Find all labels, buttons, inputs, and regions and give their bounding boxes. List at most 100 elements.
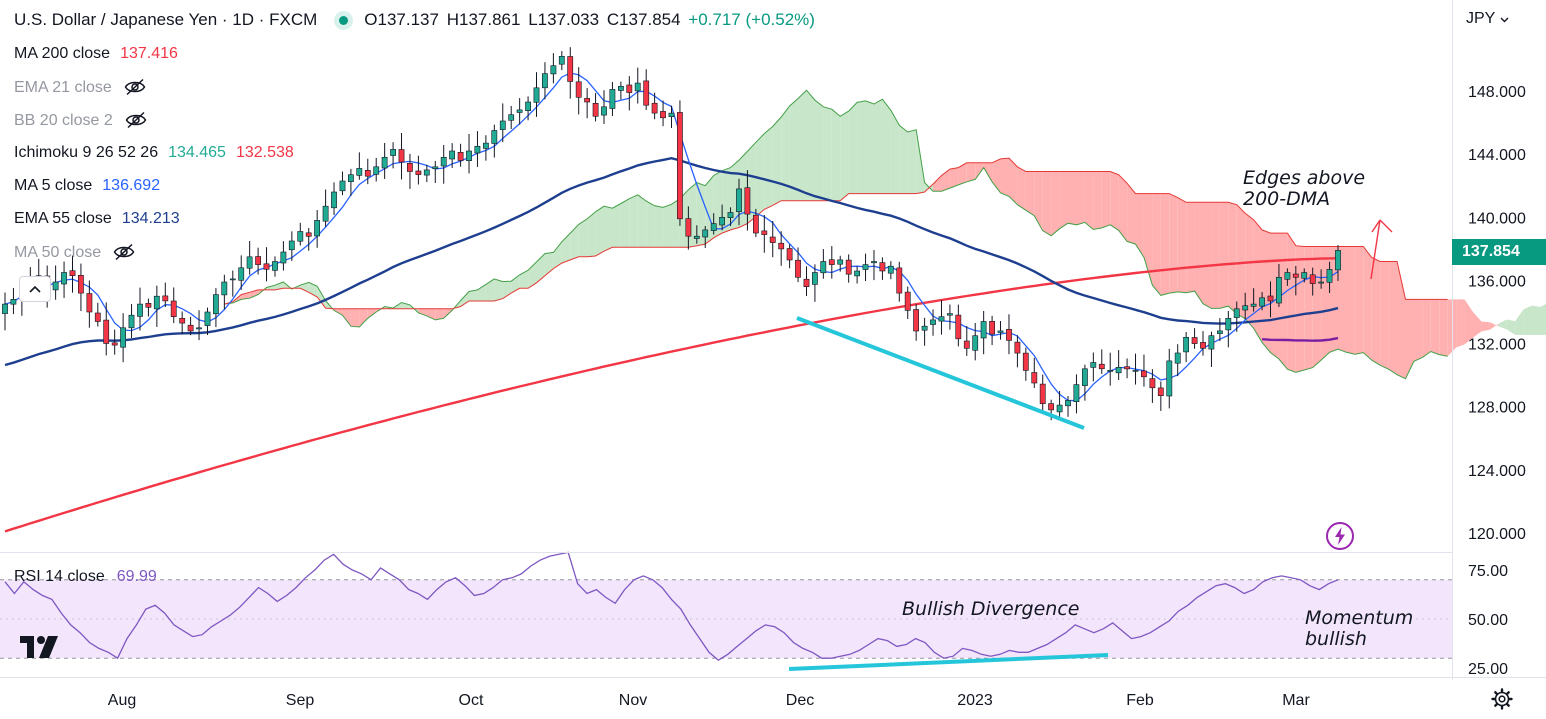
candle: [516, 109, 523, 113]
ichimoku-cloud-segment: [1371, 257, 1381, 366]
eye-off-icon[interactable]: [124, 78, 146, 101]
gear-icon[interactable]: [1491, 688, 1513, 710]
candle: [406, 163, 413, 172]
ichimoku-cloud-segment: [1169, 193, 1178, 294]
candle: [558, 55, 565, 65]
chart-header: U.S. Dollar / Japanese Yen · 1D · FXCM O1…: [14, 10, 818, 30]
ichimoku-cloud-segment: [1413, 299, 1423, 362]
ichimoku-cloud-segment: [857, 100, 866, 194]
candle: [10, 299, 17, 305]
ichimoku-cloud-segment: [1051, 171, 1060, 236]
candle: [702, 229, 709, 238]
time-tick-label: Aug: [108, 692, 136, 709]
candle: [719, 217, 725, 226]
chevron-down-icon: [1500, 17, 1509, 23]
ichimoku-cloud-segment: [1388, 261, 1398, 375]
currency-selector[interactable]: JPY: [1466, 10, 1509, 28]
rsi-legend[interactable]: RSI 14 close 69.99: [14, 568, 157, 586]
candle: [423, 169, 430, 176]
ichimoku-cloud-segment: [1481, 321, 1490, 332]
eye-off-icon[interactable]: [113, 243, 135, 266]
ichimoku-cloud-segment: [1312, 246, 1322, 368]
candle: [1301, 272, 1308, 279]
ichimoku-cloud-segment: [1110, 171, 1119, 231]
ichimoku-cloud-segment: [1278, 233, 1288, 370]
ichimoku-cloud-segment: [637, 194, 647, 248]
indicator-row[interactable]: EMA 55 close 134.213: [14, 210, 180, 228]
ichimoku-cloud-segment: [949, 167, 959, 189]
annotation-momentum: Momentum bullish: [1305, 608, 1413, 650]
candle: [1107, 370, 1114, 372]
time-tick-label: Sep: [286, 692, 315, 709]
ichimoku-cloud-segment: [1456, 299, 1465, 348]
tradingview-logo[interactable]: [20, 636, 60, 658]
candle: [643, 80, 650, 106]
ichimoku-cloud-segment: [266, 285, 275, 290]
candle: [246, 256, 253, 269]
ichimoku-cloud-segment: [485, 278, 495, 301]
candle: [238, 267, 245, 281]
ichimoku-cloud-segment: [865, 100, 874, 194]
indicator-value: 136.692: [102, 177, 161, 194]
candle: [482, 142, 489, 149]
ichimoku-cloud-segment: [1203, 202, 1212, 309]
ichimoku-cloud-segment: [882, 99, 891, 194]
candle: [904, 291, 911, 311]
ichimoku-cloud-segment: [890, 110, 900, 194]
candle: [432, 166, 439, 170]
indicator-label: EMA 55 close: [14, 210, 112, 227]
collapse-legend-button[interactable]: [19, 276, 51, 302]
ichimoku-cloud-segment: [1405, 299, 1414, 379]
candle: [466, 150, 472, 161]
candle: [263, 263, 270, 270]
ichimoku-cloud-segment: [958, 162, 967, 185]
rsi-pane[interactable]: [0, 551, 1452, 671]
candle: [693, 235, 700, 239]
up-arrow: [1370, 219, 1393, 280]
ichimoku-cloud-segment: [519, 270, 529, 289]
indicator-row[interactable]: EMA 21 close: [14, 78, 146, 101]
indicator-row[interactable]: BB 20 close 2: [14, 111, 147, 134]
indicator-row[interactable]: MA 50 close: [14, 243, 135, 266]
ichimoku-cloud-segment: [1008, 158, 1018, 205]
rsi-trendline: [788, 653, 1109, 671]
candle: [744, 187, 751, 215]
ichimoku-cloud-segment: [814, 100, 824, 201]
rsi-value: 69.99: [116, 568, 157, 585]
ichimoku-cloud-segment: [1380, 261, 1389, 370]
price-pane[interactable]: [2, 47, 1546, 533]
ichimoku-cloud-segment: [1236, 204, 1246, 319]
lightning-icon[interactable]: [1325, 521, 1355, 551]
indicator-row[interactable]: MA 5 close 136.692: [14, 177, 160, 195]
ichimoku-cloud-segment: [1304, 246, 1313, 371]
indicator-row[interactable]: MA 200 close 137.416: [14, 45, 178, 63]
price-tick-label: 140.000: [1468, 210, 1526, 227]
indicator-row[interactable]: Ichimoku 9 26 52 26 134.465 132.538: [14, 144, 294, 162]
rsi-line: [4, 551, 1339, 662]
ichimoku-cloud-segment: [806, 90, 815, 201]
candle: [272, 261, 278, 271]
candle: [778, 242, 785, 250]
ma50-line: [1262, 336, 1339, 342]
ichimoku-cloud-segment: [620, 198, 630, 248]
rsi-label: RSI 14 close: [14, 568, 105, 585]
ichimoku-cloud-segment: [1295, 245, 1305, 373]
price-axis-border: [1452, 0, 1453, 680]
candle: [660, 111, 666, 119]
candle: [584, 98, 590, 103]
candle: [1259, 297, 1265, 307]
ichimoku-cloud-segment: [831, 109, 841, 201]
indicator-label: MA 5 close: [14, 177, 93, 194]
eye-off-icon[interactable]: [125, 111, 147, 134]
symbol-title[interactable]: U.S. Dollar / Japanese Yen · 1D · FXCM: [14, 10, 318, 29]
time-axis-border: [0, 677, 1546, 678]
candle: [921, 325, 928, 331]
ohlc-open: O137.137: [364, 10, 439, 29]
ichimoku-cloud-segment: [595, 206, 605, 256]
candle: [980, 321, 987, 339]
candle: [533, 87, 540, 103]
candle: [938, 316, 945, 322]
ichimoku-cloud-segment: [1143, 193, 1153, 286]
candle: [913, 309, 919, 332]
candle: [736, 188, 742, 212]
